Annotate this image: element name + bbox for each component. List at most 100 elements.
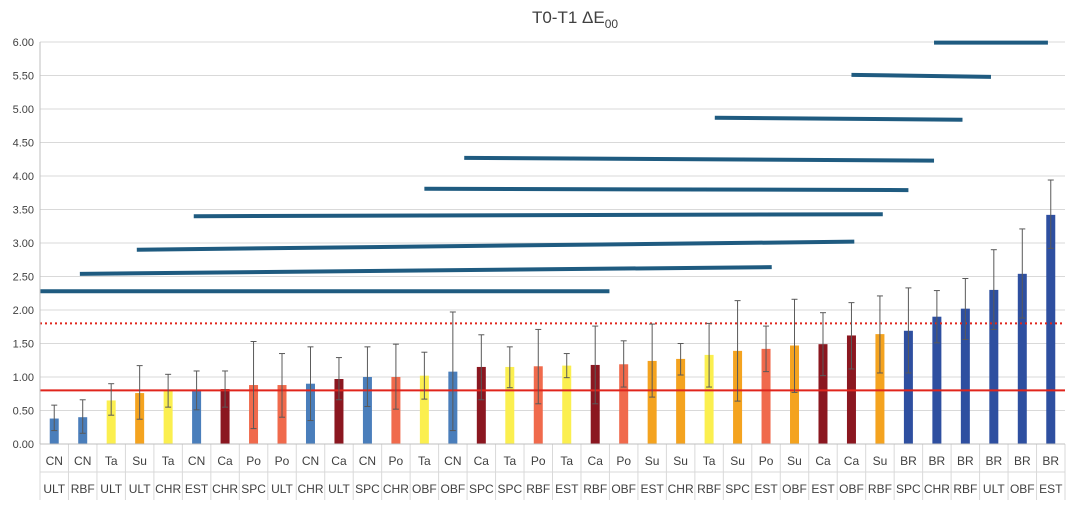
category-label-top: Su — [673, 454, 688, 468]
category-label-top: CN — [188, 454, 205, 468]
y-tick-label: 0.00 — [13, 439, 34, 451]
category-label-top: Su — [787, 454, 802, 468]
category-label-bottom: CHR — [297, 482, 323, 496]
category-label-bottom: OBF — [441, 482, 466, 496]
category-label-bottom: OBF — [412, 482, 437, 496]
group-line — [424, 186, 909, 193]
category-label-bottom: RBF — [583, 482, 607, 496]
category-label-top: Ca — [331, 454, 347, 468]
category-label-bottom: SPC — [355, 482, 380, 496]
y-tick-label: 0.50 — [13, 406, 34, 418]
category-label-bottom: RBF — [697, 482, 721, 496]
category-label-bottom: SPC — [241, 482, 266, 496]
axes: 0.00 0.50 1.00 1.50 2.00 2.50 3.00 3.50 4.00 4.50… — [13, 37, 1066, 500]
category-label-top: Ca — [217, 454, 233, 468]
group-line — [136, 239, 855, 252]
category-label-bottom: ULT — [328, 482, 350, 496]
category-label-bottom: EST — [185, 482, 209, 496]
bar — [761, 348, 771, 444]
bar — [106, 400, 116, 444]
category-label-top: Ca — [844, 454, 860, 468]
category-label-top: BR — [1014, 454, 1031, 468]
bar — [590, 364, 600, 444]
group-line — [851, 72, 992, 79]
group-line — [714, 115, 963, 122]
bar — [192, 391, 202, 444]
y-tick-label: 1.00 — [13, 372, 34, 384]
group-line — [464, 155, 935, 163]
chart-title-subscript: 00 — [605, 17, 619, 31]
bar — [619, 364, 629, 444]
category-label-top: Po — [275, 454, 290, 468]
category-label-top: Ta — [105, 454, 118, 468]
y-tick-label: 2.50 — [13, 272, 34, 284]
category-label-top: BR — [985, 454, 1002, 468]
bar — [533, 366, 543, 444]
category-label-bottom: ULT — [983, 482, 1005, 496]
category-label-top: Po — [531, 454, 546, 468]
category-label-top: Ta — [560, 454, 573, 468]
category-label-bottom: EST — [754, 482, 778, 496]
bar — [419, 375, 429, 444]
bar — [1017, 273, 1027, 444]
bar — [49, 418, 59, 444]
category-label-top: BR — [929, 454, 946, 468]
category-label-top: Ta — [162, 454, 175, 468]
category-label-bottom: RBF — [71, 482, 95, 496]
category-label-top: Ca — [588, 454, 604, 468]
category-label-bottom: EST — [1039, 482, 1063, 496]
category-label-bottom: ULT — [43, 482, 65, 496]
category-label-bottom: CHR — [668, 482, 694, 496]
bar — [676, 358, 686, 444]
category-label-bottom: ULT — [129, 482, 151, 496]
category-label-top: Po — [759, 454, 774, 468]
category-label-bottom: CHR — [924, 482, 950, 496]
y-tick-label: 3.50 — [13, 205, 34, 217]
bar — [960, 308, 970, 444]
bar — [505, 366, 515, 444]
category-label-bottom: CHR — [155, 482, 181, 496]
category-label-bottom: EST — [811, 482, 835, 496]
category-label-bottom: OBF — [839, 482, 864, 496]
category-label-bottom: OBF — [1010, 482, 1035, 496]
reference-lines — [40, 322, 1065, 392]
y-tick-label: 4.50 — [13, 138, 34, 150]
category-label-bottom: RBF — [526, 482, 550, 496]
chart-title: T0-T1 ΔE00 — [532, 8, 618, 31]
category-label-top: Ca — [815, 454, 831, 468]
bar — [818, 344, 828, 444]
y-tick-label: 4.00 — [13, 171, 34, 183]
category-label-top: CN — [46, 454, 63, 468]
bar — [163, 391, 173, 444]
bar — [790, 345, 800, 444]
bar — [647, 360, 657, 444]
gridlines — [40, 41, 1065, 445]
category-label-top: Ta — [503, 454, 516, 468]
bar — [903, 330, 913, 444]
bar — [932, 316, 942, 444]
category-label-top: BR — [957, 454, 974, 468]
category-label-bottom: EST — [640, 482, 664, 496]
y-tick-label: 5.50 — [13, 71, 34, 83]
bar — [476, 366, 486, 444]
category-label-top: Su — [873, 454, 888, 468]
bars — [49, 214, 1056, 444]
category-label-bottom: ULT — [271, 482, 293, 496]
category-label-top: Su — [730, 454, 745, 468]
category-label-top: CN — [444, 454, 461, 468]
category-label-bottom: OBF — [782, 482, 807, 496]
category-label-bottom: ULT — [100, 482, 122, 496]
category-label-top: Po — [246, 454, 261, 468]
bar — [989, 289, 999, 444]
bar — [1046, 214, 1056, 444]
category-label-bottom: SPC — [896, 482, 921, 496]
category-label-bottom: CHR — [383, 482, 409, 496]
group-line — [79, 265, 772, 276]
bar — [334, 379, 344, 444]
category-label-top: Ta — [703, 454, 716, 468]
category-label-bottom: RBF — [868, 482, 892, 496]
bar — [220, 389, 230, 444]
category-label-bottom: CHR — [212, 482, 238, 496]
